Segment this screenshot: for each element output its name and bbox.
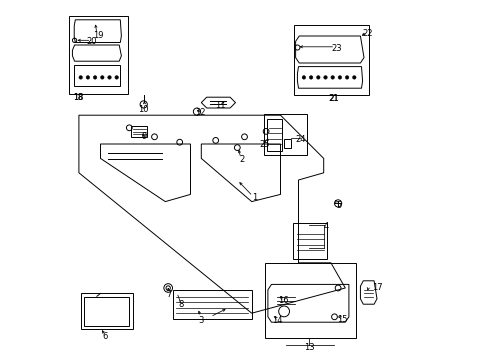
Circle shape [309,76,312,79]
Text: 18: 18 [73,93,83,102]
Circle shape [107,76,111,79]
Bar [69,16,128,94]
Text: 17: 17 [371,284,382,292]
Text: 6: 6 [102,333,108,341]
Circle shape [323,76,326,79]
Circle shape [316,76,320,79]
Text: 16: 16 [278,297,288,305]
Text: 15: 15 [337,315,347,324]
Circle shape [352,76,355,79]
Circle shape [93,76,97,79]
Bar [294,25,368,95]
Text: 3: 3 [198,316,203,325]
Text: 7: 7 [166,289,171,299]
Text: 8: 8 [178,300,183,309]
Circle shape [345,76,348,79]
Circle shape [302,76,305,79]
Circle shape [115,76,118,79]
Circle shape [337,76,341,79]
Circle shape [101,76,104,79]
Text: 4: 4 [323,222,328,231]
Text: 10: 10 [138,105,149,114]
Bar [265,263,355,338]
Text: 13: 13 [304,343,314,352]
Text: 23: 23 [330,44,341,53]
Text: 21: 21 [328,94,338,103]
Text: 14: 14 [272,316,282,325]
Text: 20: 20 [86,37,97,46]
Text: 2: 2 [239,156,244,164]
Text: 1: 1 [251,193,256,202]
Text: 25: 25 [259,140,269,149]
Text: 19: 19 [93,31,104,40]
Text: 5: 5 [336,202,341,210]
Text: 24: 24 [295,135,305,144]
Text: 21: 21 [328,94,338,103]
Circle shape [79,76,82,79]
Circle shape [86,76,89,79]
Text: 18: 18 [73,93,83,102]
Text: 12: 12 [195,108,205,117]
Text: 22: 22 [362,29,372,38]
Bar [264,114,306,155]
Circle shape [330,76,334,79]
Text: 9: 9 [141,132,146,141]
Text: 11: 11 [214,101,225,110]
